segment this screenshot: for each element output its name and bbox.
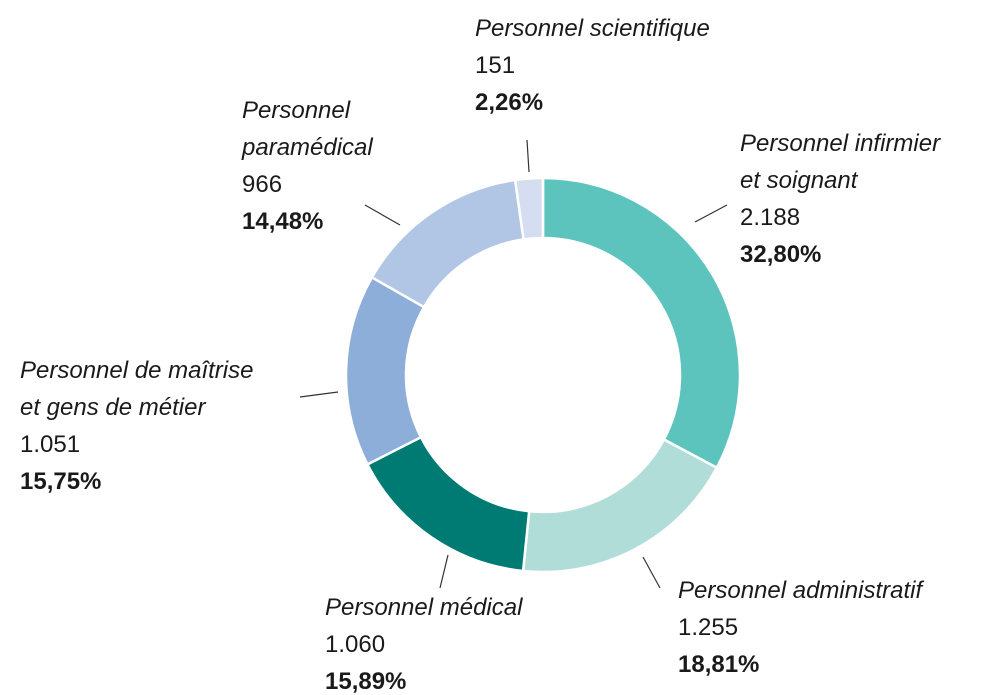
category-label: Personnel administratif bbox=[678, 577, 923, 604]
donut-slice bbox=[541, 176, 742, 470]
value-label: 151 bbox=[475, 52, 516, 79]
category-label: Personnel paramédical bbox=[242, 97, 373, 161]
slice-label: Personnel administratif 1.255 18,81% bbox=[678, 572, 922, 683]
leader-line bbox=[526, 139, 530, 173]
slice-label: Personnel scientifique 151 2,26% bbox=[475, 10, 710, 121]
category-label: Personnel de maîtrise et gens de métier bbox=[20, 357, 254, 421]
percentage-label: 15,89% bbox=[325, 668, 407, 695]
value-label: 966 bbox=[242, 171, 283, 198]
category-label: Personnel médical bbox=[325, 594, 523, 621]
value-label: 1.051 bbox=[20, 431, 81, 458]
leader-line bbox=[694, 204, 728, 223]
percentage-label: 32,80% bbox=[740, 241, 822, 268]
donut-slice bbox=[365, 435, 531, 573]
donut-slice bbox=[521, 437, 719, 574]
percentage-label: 18,81% bbox=[678, 651, 760, 678]
leader-line bbox=[364, 204, 401, 226]
slice-label: Personnel paramédical 966 14,48% bbox=[242, 92, 373, 240]
slice-label: Personnel médical 1.060 15,89% bbox=[325, 589, 522, 695]
leader-line bbox=[439, 554, 449, 589]
donut-slice bbox=[370, 178, 525, 309]
category-label: Personnel scientifique bbox=[475, 15, 710, 42]
donut-slice bbox=[344, 275, 426, 467]
slice-label: Personnel infirmier et soignant 2.188 32,8… bbox=[740, 125, 940, 273]
value-label: 1.060 bbox=[325, 631, 386, 658]
category-label: Personnel infirmier et soignant bbox=[740, 130, 941, 194]
percentage-label: 15,75% bbox=[20, 468, 102, 495]
leader-line bbox=[642, 556, 661, 589]
slice-label: Personnel de maîtrise et gens de métier 1… bbox=[20, 352, 253, 500]
leader-line bbox=[299, 391, 339, 398]
percentage-label: 14,48% bbox=[242, 208, 324, 235]
value-label: 2.188 bbox=[740, 204, 801, 231]
donut-slice bbox=[513, 176, 545, 241]
value-label: 1.255 bbox=[678, 614, 739, 641]
percentage-label: 2,26% bbox=[475, 89, 544, 116]
